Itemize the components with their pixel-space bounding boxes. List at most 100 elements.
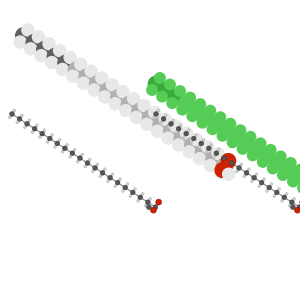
Circle shape [237, 143, 249, 155]
Circle shape [289, 167, 300, 184]
Circle shape [123, 185, 128, 190]
Circle shape [109, 98, 121, 110]
Circle shape [91, 170, 94, 173]
Circle shape [297, 205, 300, 209]
Circle shape [77, 77, 89, 89]
Circle shape [184, 131, 189, 136]
Circle shape [122, 190, 124, 193]
Circle shape [156, 202, 159, 205]
Circle shape [23, 126, 26, 129]
Circle shape [118, 178, 122, 181]
Circle shape [103, 168, 106, 171]
Circle shape [223, 154, 235, 166]
Circle shape [46, 57, 58, 69]
Circle shape [206, 151, 223, 168]
Circle shape [182, 136, 185, 139]
Circle shape [172, 139, 184, 151]
Circle shape [186, 110, 198, 122]
Circle shape [106, 79, 119, 91]
Circle shape [223, 168, 235, 180]
Circle shape [206, 123, 218, 135]
Circle shape [214, 151, 219, 156]
Circle shape [266, 190, 268, 193]
Circle shape [67, 70, 79, 82]
Circle shape [166, 97, 178, 109]
Circle shape [198, 108, 215, 125]
Circle shape [267, 162, 279, 174]
Circle shape [295, 207, 300, 213]
Circle shape [167, 126, 170, 129]
Circle shape [204, 105, 216, 117]
Circle shape [25, 43, 37, 55]
Circle shape [17, 116, 22, 121]
Circle shape [210, 143, 213, 146]
Circle shape [85, 65, 97, 77]
Circle shape [274, 190, 279, 195]
Circle shape [26, 34, 43, 51]
Circle shape [183, 146, 195, 158]
Circle shape [58, 138, 61, 141]
Circle shape [153, 117, 170, 134]
Circle shape [228, 128, 245, 145]
Circle shape [205, 150, 208, 153]
Circle shape [215, 163, 230, 177]
Circle shape [214, 111, 226, 123]
Circle shape [176, 103, 188, 116]
Circle shape [244, 170, 249, 175]
Circle shape [290, 205, 295, 210]
Circle shape [247, 149, 259, 161]
Circle shape [85, 160, 90, 165]
Circle shape [120, 105, 132, 117]
Circle shape [149, 106, 161, 119]
Circle shape [79, 69, 96, 86]
Circle shape [40, 131, 45, 136]
Circle shape [194, 98, 206, 110]
Circle shape [160, 121, 163, 124]
Circle shape [208, 115, 225, 132]
Circle shape [37, 41, 53, 58]
Circle shape [191, 136, 196, 141]
Circle shape [297, 182, 300, 194]
Circle shape [152, 209, 154, 212]
Circle shape [195, 144, 212, 161]
Circle shape [157, 109, 160, 112]
Circle shape [168, 89, 184, 106]
Circle shape [93, 166, 98, 170]
Circle shape [225, 153, 228, 156]
Circle shape [132, 103, 148, 120]
Circle shape [178, 95, 195, 112]
Circle shape [117, 86, 129, 98]
Circle shape [216, 158, 233, 175]
Circle shape [248, 141, 265, 158]
Circle shape [234, 124, 246, 136]
Circle shape [22, 24, 34, 36]
Circle shape [170, 120, 182, 132]
Circle shape [64, 52, 76, 64]
Circle shape [298, 174, 300, 190]
Circle shape [285, 157, 297, 169]
Circle shape [16, 121, 19, 124]
Circle shape [226, 136, 238, 148]
Circle shape [232, 158, 235, 161]
Circle shape [32, 126, 37, 131]
Circle shape [47, 136, 52, 141]
Circle shape [141, 118, 153, 130]
Circle shape [88, 84, 100, 96]
Circle shape [252, 175, 256, 180]
Circle shape [259, 180, 264, 185]
Circle shape [81, 153, 84, 156]
Circle shape [285, 192, 288, 195]
Circle shape [126, 182, 129, 185]
Circle shape [218, 121, 235, 138]
Circle shape [164, 114, 167, 117]
Circle shape [43, 129, 46, 132]
Circle shape [46, 140, 49, 143]
Circle shape [47, 48, 64, 65]
Circle shape [158, 82, 175, 99]
Circle shape [66, 143, 69, 146]
Circle shape [146, 200, 150, 205]
Circle shape [20, 114, 23, 117]
Circle shape [296, 209, 298, 212]
Circle shape [257, 156, 269, 168]
Circle shape [175, 131, 178, 134]
